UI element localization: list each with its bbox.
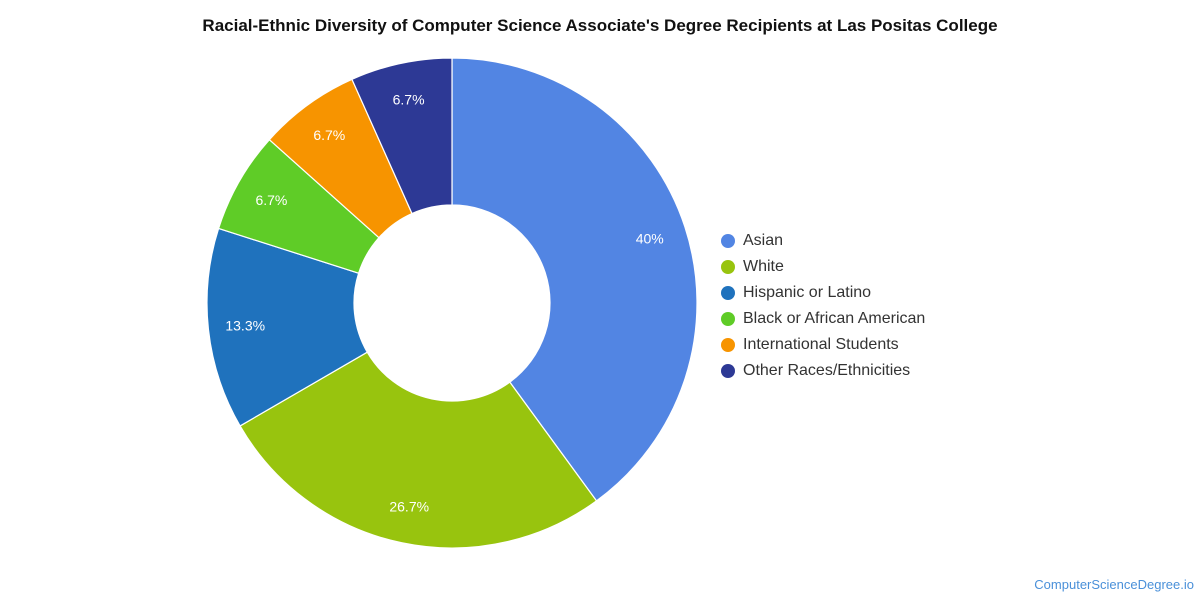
chart-title: Racial-Ethnic Diversity of Computer Scie… — [202, 16, 998, 35]
legend-label: Asian — [743, 232, 784, 249]
legend-label: Black or African American — [743, 310, 926, 327]
slice-hispanic-or-latino[interactable] — [206, 227, 369, 427]
legend-label: White — [743, 258, 784, 275]
site-watermark[interactable]: ComputerScienceDegree.io — [1034, 577, 1194, 592]
slice-white[interactable] — [239, 351, 598, 549]
legend-label: International Students — [743, 336, 899, 353]
legend-item[interactable]: Asian — [721, 228, 925, 254]
legend-swatch — [721, 312, 735, 326]
slice-asian[interactable] — [451, 57, 698, 502]
legend-label: Hispanic or Latino — [743, 284, 872, 301]
slice-label: 26.7% — [389, 499, 429, 515]
legend-item[interactable]: Other Races/Ethnicities — [721, 358, 925, 384]
slice-label: 13.3% — [225, 317, 265, 333]
legend-swatch — [721, 338, 735, 352]
slice-label: 6.7% — [313, 127, 345, 143]
donut-labels: 40% 26.7% 13.3% 6.7% 6.7% 6.7% — [225, 92, 663, 515]
legend-swatch — [721, 286, 735, 300]
slice-other-races-ethnicities[interactable] — [351, 57, 453, 215]
legend-swatch — [721, 364, 735, 378]
slice-label: 40% — [636, 230, 664, 246]
legend-item[interactable]: Black or African American — [721, 306, 925, 332]
chart-legend: Asian White Hispanic or Latino Black or Afr… — [721, 228, 925, 384]
legend-item[interactable]: International Students — [721, 332, 925, 358]
legend-label: Other Races/Ethnicities — [743, 362, 911, 379]
legend-item[interactable]: White — [721, 254, 925, 280]
legend-item[interactable]: Hispanic or Latino — [721, 280, 925, 306]
legend-swatch — [721, 234, 735, 248]
slice-label: 6.7% — [255, 192, 287, 208]
donut-slices — [206, 57, 698, 549]
slice-label: 6.7% — [393, 92, 425, 108]
legend-swatch — [721, 260, 735, 274]
